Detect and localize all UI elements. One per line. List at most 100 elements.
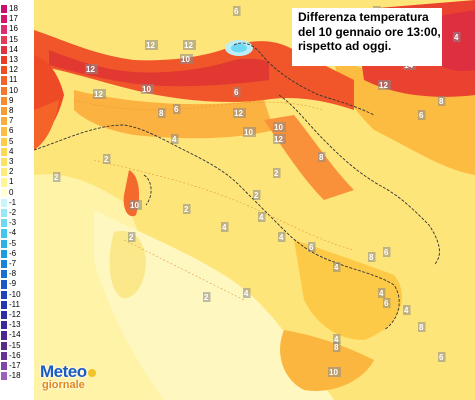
title-line-2: del 10 gennaio ore 13:00,: [298, 24, 441, 39]
contour-label: 4: [453, 32, 461, 42]
contour-label: 6: [383, 298, 391, 308]
legend-swatch: [1, 158, 7, 167]
svg-text:8: 8: [159, 109, 164, 118]
svg-text:8: 8: [439, 97, 444, 106]
svg-text:12: 12: [184, 41, 193, 50]
contour-label: 8: [318, 152, 326, 162]
legend-swatch: [1, 229, 7, 238]
contour-label: 10: [141, 84, 154, 94]
contour-label: 6: [438, 352, 446, 362]
legend-swatch: [1, 311, 7, 320]
legend-row: -5: [0, 239, 34, 249]
legend-row: 5: [0, 137, 34, 147]
svg-text:10: 10: [181, 55, 190, 64]
legend-label: 7: [9, 116, 14, 126]
contour-label: 4: [333, 262, 341, 272]
legend-swatch: [1, 198, 7, 207]
svg-text:12: 12: [274, 135, 283, 144]
legend-label: 3: [9, 157, 14, 166]
contour-label: 6: [173, 104, 181, 114]
contour-label: 10: [243, 127, 256, 137]
legend-label: -1: [9, 197, 17, 207]
legend-row: -11: [0, 300, 34, 310]
svg-text:6: 6: [384, 248, 389, 257]
svg-text:6: 6: [174, 105, 179, 114]
svg-text:4: 4: [379, 289, 384, 298]
legend-swatch: [1, 168, 7, 177]
svg-text:4: 4: [244, 289, 249, 298]
svg-text:4: 4: [259, 213, 264, 222]
legend-swatch: [1, 35, 7, 44]
legend-label: -9: [9, 279, 17, 289]
contour-label: 8: [368, 252, 376, 262]
legend-row: 0: [0, 188, 34, 198]
legend-row: -14: [0, 330, 34, 340]
contour-label: 10: [129, 200, 142, 210]
legend-row: 14: [0, 45, 34, 55]
svg-text:8: 8: [419, 323, 424, 332]
legend-row: -16: [0, 351, 34, 361]
contour-label: 12: [145, 40, 158, 50]
legend-label: 9: [9, 95, 14, 105]
contour-label: 2: [128, 232, 136, 242]
legend-label: -10: [9, 289, 21, 299]
contour-label: 4: [278, 232, 286, 242]
contour-label: 12: [273, 134, 286, 144]
legend-label: -17: [9, 361, 21, 370]
cold-spot-core: [231, 43, 247, 53]
south-italy-zone: [294, 240, 403, 340]
legend-row: 10: [0, 86, 34, 96]
legend-label: 5: [9, 136, 14, 146]
svg-text:8: 8: [369, 253, 374, 262]
contour-label: 4: [171, 134, 179, 144]
legend-label: -15: [9, 340, 21, 350]
svg-text:10: 10: [329, 368, 338, 377]
contour-label: 10: [273, 122, 286, 132]
svg-text:6: 6: [309, 243, 314, 252]
legend-swatch: [1, 76, 7, 85]
contour-label: 4: [378, 288, 386, 298]
svg-text:4: 4: [172, 135, 177, 144]
legend-row: -15: [0, 341, 34, 351]
svg-text:2: 2: [274, 169, 279, 178]
legend-row: -12: [0, 310, 34, 320]
legend-swatch: [1, 260, 7, 269]
contour-label: 10: [328, 367, 341, 377]
legend-label: 11: [9, 75, 18, 85]
legend-label: -13: [9, 320, 21, 330]
legend-swatch: [1, 25, 7, 34]
legend-row: -13: [0, 320, 34, 330]
legend-row: 15: [0, 35, 34, 45]
legend-row: 18: [0, 4, 34, 14]
legend-row: 11: [0, 75, 34, 85]
alps-core: [49, 50, 269, 87]
legend-label: -18: [9, 371, 21, 381]
legend-row: -9: [0, 279, 34, 289]
temperature-map[interactable]: 1212121010141266810810648612121010422221…: [34, 0, 475, 400]
legend-row: -8: [0, 269, 34, 279]
svg-text:10: 10: [130, 201, 139, 210]
contour-label: 6: [233, 87, 241, 97]
map-canvas: 1212121010141266810810648612121010422221…: [34, 0, 475, 400]
contour-lines: [73, 99, 355, 301]
legend-swatch: [1, 249, 7, 258]
contour-label: 2: [253, 190, 261, 200]
logo-line-2: giornale: [42, 379, 85, 391]
sicily-zone: [280, 330, 374, 391]
legend-swatch: [1, 372, 7, 381]
svg-text:2: 2: [54, 173, 59, 182]
legend-label: 4: [9, 146, 14, 156]
legend-row: -4: [0, 228, 34, 238]
legend-row: 4: [0, 147, 34, 157]
contour-label: 8: [158, 108, 166, 118]
contour-label: 2: [273, 168, 281, 178]
legend-label: 1: [9, 177, 14, 187]
legend-swatch: [1, 117, 7, 126]
legend-row: 7: [0, 116, 34, 126]
legend-label: -16: [9, 350, 21, 360]
legend-row: 12: [0, 65, 34, 75]
contour-label: 12: [85, 64, 98, 74]
contour-label: 4: [243, 288, 251, 298]
svg-text:2: 2: [204, 293, 209, 302]
contour-label: 2: [183, 204, 191, 214]
